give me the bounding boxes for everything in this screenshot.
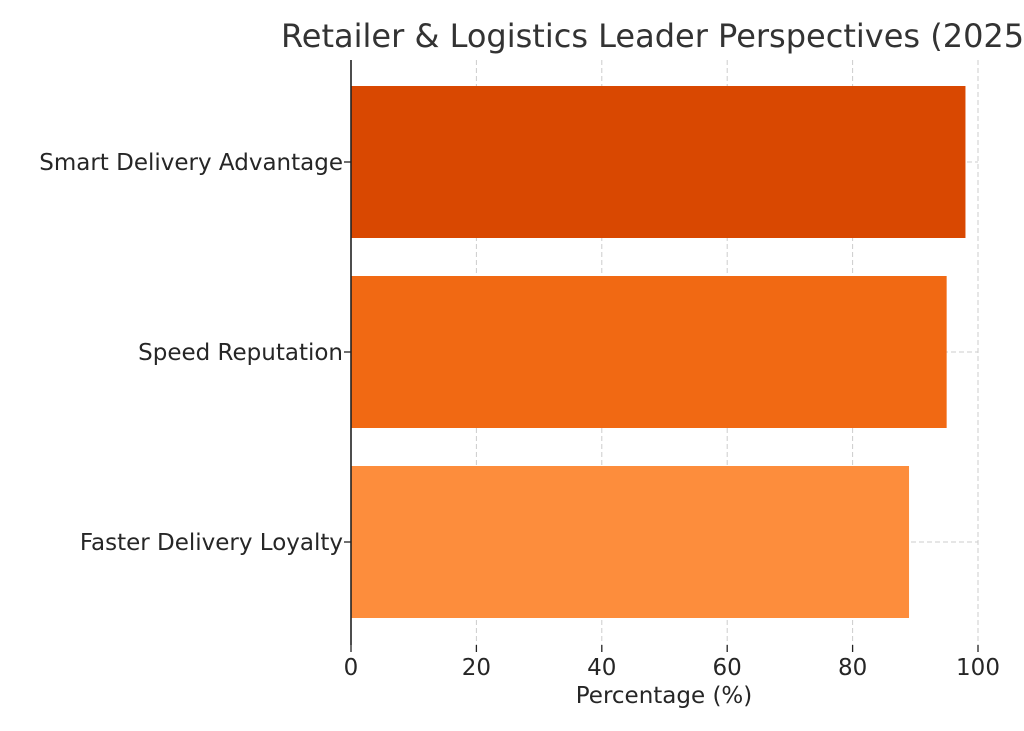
x-axis-title: Percentage (%) [576,683,753,709]
category-label: Smart Delivery Advantage [39,150,343,176]
bar [351,466,910,618]
x-tick-label: 80 [838,655,867,681]
bar [351,276,947,428]
category-labels: Smart Delivery Advantage Speed Reputation… [39,150,343,556]
bar [351,86,966,238]
category-label: Faster Delivery Loyalty [80,530,343,556]
x-tick-label: 60 [713,655,742,681]
x-tick-label: 0 [344,655,359,681]
axes [350,60,352,646]
x-axis-ticks: 0 20 40 60 80 100 [344,161,1000,681]
x-tick-label: 40 [587,655,616,681]
chart-title: Retailer & Logistics Leader Perspectives… [281,17,1024,55]
x-tick-label: 20 [462,655,491,681]
bars [351,86,966,618]
x-tick-label: 100 [956,655,1000,681]
category-label: Speed Reputation [138,340,343,366]
